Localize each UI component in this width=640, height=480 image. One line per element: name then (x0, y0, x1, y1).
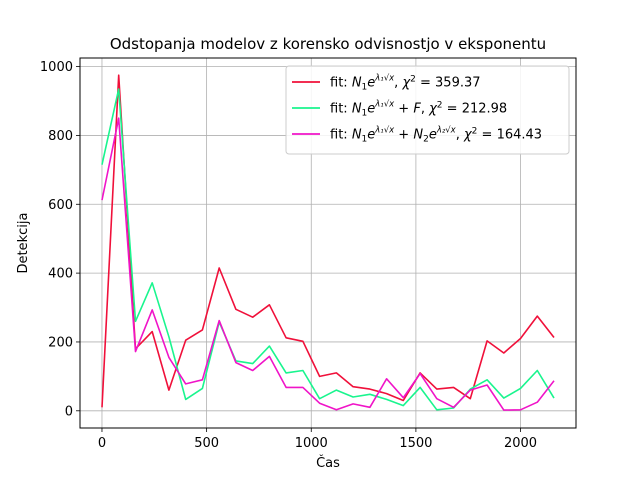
series-line-3 (101, 117, 555, 411)
plot-series (101, 74, 555, 411)
y-axis: 0 200 400 600 800 1000 (40, 60, 80, 419)
y-tick-label: 1000 (40, 60, 73, 75)
x-axis-label: Čas (316, 455, 340, 471)
x-tick-label: 500 (194, 436, 219, 451)
x-tick-label: 2000 (504, 436, 537, 451)
y-tick-label: 800 (48, 129, 73, 144)
series-line-2 (101, 88, 555, 411)
legend-label-2: fit: N1eλ₁√x + F, χ2 = 212.98 (330, 100, 507, 119)
y-tick-label: 600 (48, 198, 73, 213)
x-tick-label: 1000 (295, 436, 328, 451)
legend: fit: N1eλ₁√x, χ2 = 359.37 fit: N1eλ₁√x + … (285, 65, 570, 155)
y-axis-label: Detekcija (16, 213, 31, 274)
legend-label-3: fit: N1eλ₁√x + N2eλ₂√x, χ2 = 164.43 (330, 126, 542, 145)
plot-frame (79, 57, 577, 429)
x-tick-label: 0 (98, 436, 106, 451)
x-tick-label: 1500 (399, 436, 432, 451)
legend-box (285, 65, 570, 155)
y-tick-label: 0 (65, 404, 73, 419)
y-tick-label: 200 (48, 335, 73, 350)
y-tick-label: 400 (48, 267, 73, 282)
chart-title: Odstopanja modelov z korensko odvisnostj… (110, 35, 546, 53)
legend-label-1: fit: N1eλ₁√x, χ2 = 359.37 (330, 74, 481, 93)
x-axis: 0 500 1000 1500 2000 (98, 428, 537, 451)
